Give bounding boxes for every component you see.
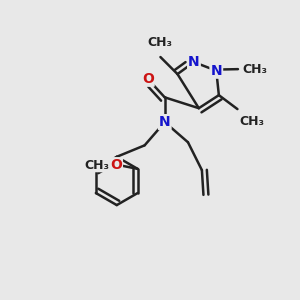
Text: CH₃: CH₃ <box>147 36 172 49</box>
Text: CH₃: CH₃ <box>239 115 264 128</box>
Text: N: N <box>211 64 222 78</box>
Text: CH₃: CH₃ <box>84 159 109 172</box>
Text: N: N <box>159 115 171 129</box>
Text: O: O <box>142 72 154 86</box>
Text: N: N <box>188 55 200 69</box>
Text: CH₃: CH₃ <box>242 63 267 76</box>
Text: O: O <box>110 158 122 172</box>
